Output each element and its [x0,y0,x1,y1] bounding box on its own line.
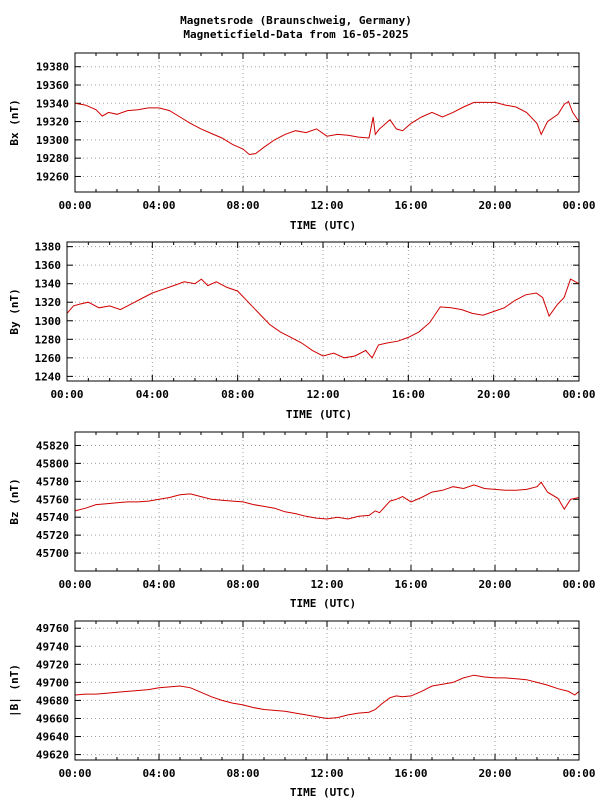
bx-xtick-label: 16:00 [394,199,427,212]
bx-ytick-label: 19360 [36,79,69,92]
by-series-line [66,278,580,359]
bz-xtick-label: 00:00 [58,578,91,591]
btotal-ytick-label: 49660 [36,712,69,725]
btotal-xtick-label: 00:00 [58,767,91,780]
bz-ytick-label: 45720 [36,529,69,542]
bz-ytick-label: 45740 [36,511,69,524]
by-xtick-label: 00:00 [50,388,83,401]
btotal-xtick-label: 04:00 [142,767,175,780]
btotal-ytick-label: 49700 [36,676,69,689]
bx-ytick-label: 19320 [36,116,69,129]
bz-ytick-label: 45700 [36,547,69,560]
btotal-ytick-label: 49640 [36,731,69,744]
bz-xtick-label: 00:00 [562,578,595,591]
bx-x-axis-label: TIME (UTC) [290,219,356,232]
by-x-axis-label: TIME (UTC) [286,408,352,421]
bx-plot-frame [74,52,580,193]
btotal-y-axis-label: |B| (nT) [8,664,21,717]
bx-ytick-label: 19280 [36,152,69,165]
bx-ytick-label: 19380 [36,61,69,74]
bx-ytick-label: 19300 [36,134,69,147]
bx-xtick-label: 12:00 [310,199,343,212]
bz-y-axis-label: Bz (nT) [8,478,21,524]
btotal-ytick-label: 49760 [36,622,69,635]
by-chart: 1240 1260 1280 1300 1320 1340 1360 1380 00:00 04:… [8,241,596,421]
btotal-xtick-label: 20:00 [478,767,511,780]
by-xtick-label: 04:00 [136,388,169,401]
by-ytick-label: 1320 [35,296,62,309]
by-ytick-label: 1380 [35,241,62,254]
bx-xtick-label: 08:00 [226,199,259,212]
by-ytick-label: 1260 [35,352,62,365]
bz-plot-frame [74,431,580,572]
bz-xtick-label: 20:00 [478,578,511,591]
figure-title-line2: Magneticfield-Data from 16-05-2025 [183,28,408,41]
by-xtick-label: 12:00 [306,388,339,401]
bx-xtick-label: 00:00 [58,199,91,212]
bx-ytick-label: 19260 [36,170,69,183]
btotal-series-line [74,674,580,720]
by-ytick-label: 1360 [35,259,62,272]
btotal-xtick-label: 16:00 [394,767,427,780]
btotal-ytick-label: 49620 [36,749,69,762]
bz-x-axis-label: TIME (UTC) [290,597,356,610]
bz-ytick-label: 45800 [36,457,69,470]
by-ytick-label: 1300 [35,315,62,328]
btotal-x-axis-label: TIME (UTC) [290,786,356,799]
bz-ytick-label: 45820 [36,439,69,452]
figure-title-line1: Magnetsrode (Braunschweig, Germany) [180,14,412,27]
by-xtick-label: 20:00 [477,388,510,401]
bz-xtick-label: 12:00 [310,578,343,591]
bz-xtick-label: 16:00 [394,578,427,591]
by-ytick-label: 1280 [35,333,62,346]
by-ytick-label: 1340 [35,278,62,291]
bz-ytick-label: 45780 [36,475,69,488]
btotal-ytick-label: 49740 [36,640,69,653]
btotal-xtick-label: 08:00 [226,767,259,780]
bx-ytick-label: 19340 [36,97,69,110]
btotal-ytick-label: 49720 [36,658,69,671]
by-y-axis-label: By (nT) [8,288,21,334]
bz-ytick-label: 45760 [36,493,69,506]
by-xtick-label: 00:00 [562,388,595,401]
bz-chart: 45700 45720 45740 45760 45780 45800 45820 00:00… [8,431,596,610]
btotal-plot-frame [74,620,580,761]
bx-series-line [74,100,580,156]
btotal-chart: 49620 49640 49660 49680 49700 49720 49740 49760… [8,620,596,799]
bx-xtick-label: 04:00 [142,199,175,212]
by-ytick-label: 1240 [35,370,62,383]
by-xtick-label: 08:00 [221,388,254,401]
bx-xtick-label: 00:00 [562,199,595,212]
by-plot-frame [66,241,580,382]
bx-y-axis-label: Bx (nT) [8,99,21,145]
btotal-xtick-label: 00:00 [562,767,595,780]
by-xtick-label: 16:00 [392,388,425,401]
bz-xtick-label: 08:00 [226,578,259,591]
bz-series-line [74,481,580,520]
btotal-xtick-label: 12:00 [310,767,343,780]
bx-xtick-label: 20:00 [478,199,511,212]
btotal-ytick-label: 49680 [36,694,69,707]
bx-chart: 19260 19280 19300 19320 19340 19360 19380 00:00… [8,52,596,232]
bz-xtick-label: 04:00 [142,578,175,591]
